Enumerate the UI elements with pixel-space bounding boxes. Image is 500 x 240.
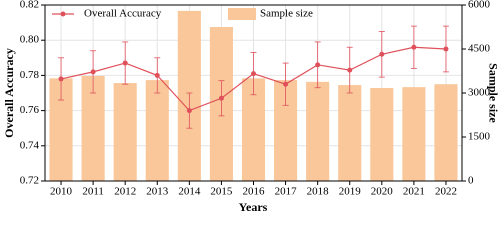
- y2-tick-label: 1500: [468, 131, 491, 143]
- y-axis-label: Overall Accuracy: [2, 48, 16, 138]
- bar: [402, 87, 426, 181]
- y-tick-label: 0.76: [20, 104, 40, 116]
- bar: [306, 81, 330, 181]
- legend-swatch: [60, 11, 66, 17]
- y2-tick-label: 6000: [468, 0, 491, 11]
- x-tick-label: 2010: [50, 186, 73, 198]
- y2-axis-label: Sample size: [486, 63, 500, 123]
- bar: [338, 85, 362, 181]
- bar: [241, 78, 266, 181]
- y-tick-label: 0.74: [20, 139, 40, 151]
- x-axis-label: Years: [239, 200, 268, 214]
- y-tick-label: 0.78: [20, 69, 40, 81]
- y2-tick-label: 0: [468, 175, 474, 187]
- y-tick-label: 0.72: [20, 175, 39, 187]
- x-tick-label: 2011: [82, 186, 104, 198]
- point: [186, 108, 192, 114]
- x-tick-label: 2017: [275, 186, 298, 198]
- x-tick-label: 2012: [114, 186, 136, 198]
- x-tick-label: 2015: [210, 186, 233, 198]
- point: [218, 95, 224, 101]
- x-tick-label: 2018: [307, 186, 330, 198]
- x-tick-label: 2016: [243, 186, 266, 198]
- point: [347, 67, 353, 73]
- y2-tick-label: 4500: [468, 43, 491, 55]
- chart: Years Overall Accuracy Sample size 0.72 0…: [2, 0, 500, 214]
- y2-tick-label: 3000: [468, 87, 491, 99]
- bar: [145, 80, 169, 181]
- legend-swatch: [228, 8, 256, 20]
- point: [251, 71, 256, 77]
- x-tick-label: 2021: [403, 186, 425, 198]
- y-tick-label: 0.82: [20, 0, 39, 11]
- point: [443, 46, 449, 52]
- x-tick-label: 2013: [146, 186, 169, 198]
- bar: [274, 80, 298, 181]
- point: [122, 60, 128, 66]
- x-tick-label: 2020: [371, 186, 394, 198]
- legend-label: Sample size: [260, 8, 313, 20]
- x-tick-label: 2014: [178, 186, 201, 198]
- bar: [113, 83, 137, 181]
- bar: [434, 84, 458, 181]
- point: [90, 69, 96, 75]
- x-tick-label: 2019: [339, 186, 362, 198]
- y-tick-label: 0.80: [20, 34, 40, 46]
- point: [58, 76, 64, 82]
- point: [154, 72, 160, 78]
- point: [411, 44, 417, 50]
- bar: [370, 88, 394, 181]
- point: [283, 81, 289, 87]
- point: [379, 51, 385, 57]
- bar: [81, 75, 105, 181]
- point: [315, 62, 321, 68]
- bar: [49, 78, 73, 181]
- x-tick-label: 2022: [435, 186, 457, 198]
- legend-label: Overall Accuracy: [84, 8, 162, 20]
